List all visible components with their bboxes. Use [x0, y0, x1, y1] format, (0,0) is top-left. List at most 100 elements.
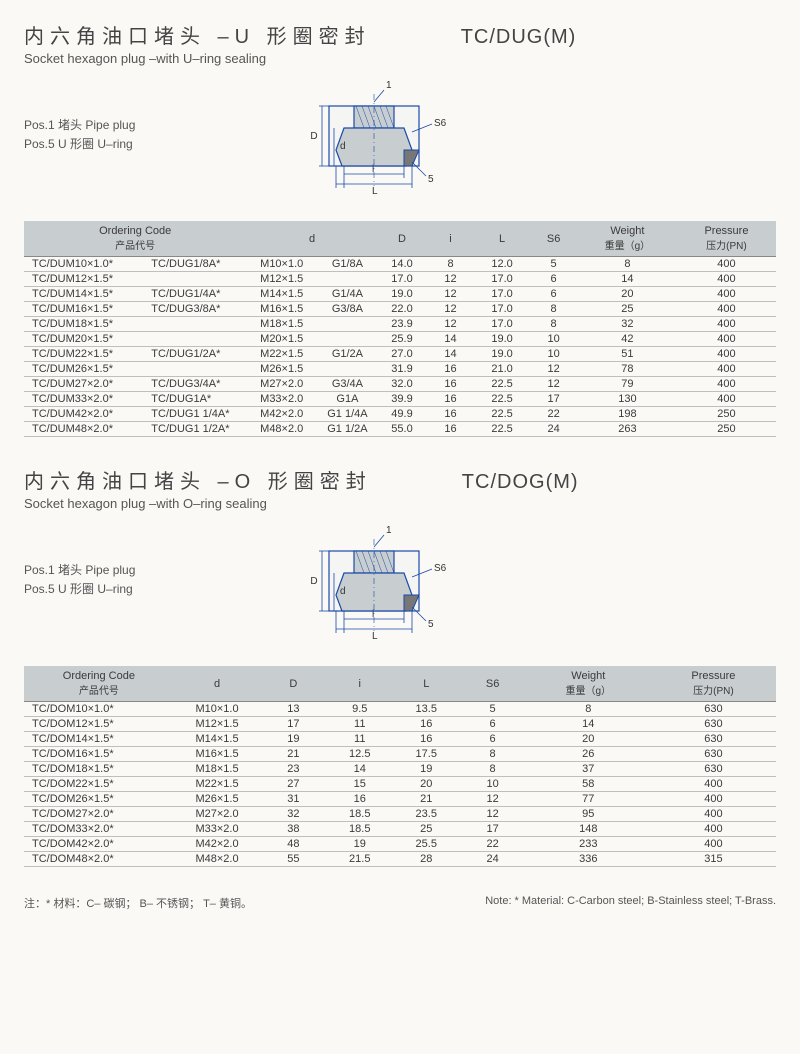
col-L: L [393, 666, 460, 702]
table-cell: 25 [578, 302, 677, 317]
table-cell: 233 [526, 837, 651, 852]
table-cell [317, 272, 378, 287]
table-cell: TC/DUM10×1.0* [24, 257, 147, 272]
table-cell: 39.9 [378, 392, 427, 407]
section-u-ring: 内六角油口堵头 –U 形圈密封 TC/DUG(M) Socket hexagon… [24, 20, 776, 437]
table-cell: 17 [260, 717, 326, 732]
table-cell: TC/DUG1/2A* [147, 347, 246, 362]
table-cell: 12 [529, 362, 578, 377]
plug-diagram-icon: DdS615iL [284, 521, 464, 654]
table-cell: 17.0 [378, 272, 427, 287]
table-cell: 400 [677, 317, 776, 332]
table-header-row: Ordering Code 产品代号 d D i L S6 Weight 重量（… [24, 221, 776, 257]
table-cell: 8 [578, 257, 677, 272]
table-cell: 8 [529, 317, 578, 332]
table-cell: 8 [460, 747, 526, 762]
table-cell: 19 [326, 837, 393, 852]
col-D: D [378, 221, 427, 257]
table-cell: TC/DOM33×2.0* [24, 822, 174, 837]
table-cell: 22.5 [475, 392, 530, 407]
table-cell: 16 [426, 377, 475, 392]
table-cell: 11 [326, 717, 393, 732]
table-cell: 13 [260, 702, 326, 717]
table-cell [147, 332, 246, 347]
table-cell: G1A [317, 392, 378, 407]
table-cell [317, 362, 378, 377]
table-cell: M12×1.5 [246, 272, 317, 287]
table-cell: TC/DUM26×1.5* [24, 362, 147, 377]
table-cell: 400 [651, 837, 776, 852]
col-code: Ordering Code 产品代号 [24, 666, 174, 702]
table-cell: 19 [260, 732, 326, 747]
svg-text:i: i [372, 609, 374, 620]
table-cell: 12 [529, 377, 578, 392]
table-cell: 400 [677, 347, 776, 362]
table-cell: M22×1.5 [246, 347, 317, 362]
table-cell: TC/DUG1 1/4A* [147, 407, 246, 422]
table-cell: M16×1.5 [174, 747, 261, 762]
table-cell: 22 [460, 837, 526, 852]
table-cell: 12 [426, 302, 475, 317]
table-row: TC/DOM18×1.5*M18×1.5231419837630 [24, 762, 776, 777]
table-cell: M48×2.0 [246, 422, 317, 437]
table-cell: 23.9 [378, 317, 427, 332]
table-cell: 12 [426, 272, 475, 287]
table-cell: 23 [260, 762, 326, 777]
table-cell: 630 [651, 702, 776, 717]
table-cell: G1/8A [317, 257, 378, 272]
table-cell: TC/DUM14×1.5* [24, 287, 147, 302]
table-cell [317, 332, 378, 347]
table-cell: 12 [460, 792, 526, 807]
table-cell: 10 [529, 332, 578, 347]
table-cell: 14 [326, 762, 393, 777]
table-row: TC/DUM18×1.5*M18×1.523.91217.0832400 [24, 317, 776, 332]
table-cell: 15 [326, 777, 393, 792]
title-cn: 内六角油口堵头 –U 形圈密封 [24, 20, 371, 49]
table-cell: 10 [529, 347, 578, 362]
table-cell: 16 [426, 392, 475, 407]
table-cell: 13.5 [393, 702, 460, 717]
table-cell: 6 [529, 272, 578, 287]
table-cell: M27×2.0 [246, 377, 317, 392]
table-cell: 24 [460, 852, 526, 867]
table-cell: 630 [651, 762, 776, 777]
table-cell: G1 1/2A [317, 422, 378, 437]
pos1-label: Pos.1 堵头 Pipe plug [24, 116, 224, 135]
col-S6: S6 [460, 666, 526, 702]
table-cell: TC/DUM27×2.0* [24, 377, 147, 392]
table-cell: 12 [426, 287, 475, 302]
table-cell: 16 [426, 407, 475, 422]
table-cell: 95 [526, 807, 651, 822]
table-cell: 16 [426, 362, 475, 377]
table-cell: 400 [677, 377, 776, 392]
table-cell: 22.0 [378, 302, 427, 317]
table-cell: 8 [460, 762, 526, 777]
table-cell: 19.0 [378, 287, 427, 302]
table-cell: 250 [677, 422, 776, 437]
table-cell: 31 [260, 792, 326, 807]
table-cell: 630 [651, 717, 776, 732]
table-cell: TC/DOM10×1.0* [24, 702, 174, 717]
table-cell: 19 [393, 762, 460, 777]
table-cell: 12.5 [326, 747, 393, 762]
title-code: TC/DOG(M) [462, 471, 579, 494]
title-en: Socket hexagon plug –with U–ring sealing [24, 51, 776, 66]
table-cell: TC/DUM12×1.5* [24, 272, 147, 287]
table-cell: 14.0 [378, 257, 427, 272]
table-cell: 400 [677, 257, 776, 272]
table-cell: 12.0 [475, 257, 530, 272]
table-cell: 55.0 [378, 422, 427, 437]
svg-text:1: 1 [386, 80, 392, 91]
spec-table-2: Ordering Code 产品代号 d D i L S6 Weight 重量（… [24, 666, 776, 867]
col-d: d [246, 221, 377, 257]
table-cell: G3/4A [317, 377, 378, 392]
table-row: TC/DOM12×1.5*M12×1.5171116614630 [24, 717, 776, 732]
table-cell: M10×1.0 [246, 257, 317, 272]
table-cell: 9.5 [326, 702, 393, 717]
table-cell: TC/DOM22×1.5* [24, 777, 174, 792]
table-row: TC/DOM48×2.0*M48×2.05521.52824336315 [24, 852, 776, 867]
svg-text:S6: S6 [434, 563, 447, 574]
pos5-label: Pos.5 U 形圈 U–ring [24, 135, 224, 154]
title-en: Socket hexagon plug –with O–ring sealing [24, 496, 776, 511]
table-row: TC/DOM10×1.0*M10×1.0139.513.558630 [24, 702, 776, 717]
